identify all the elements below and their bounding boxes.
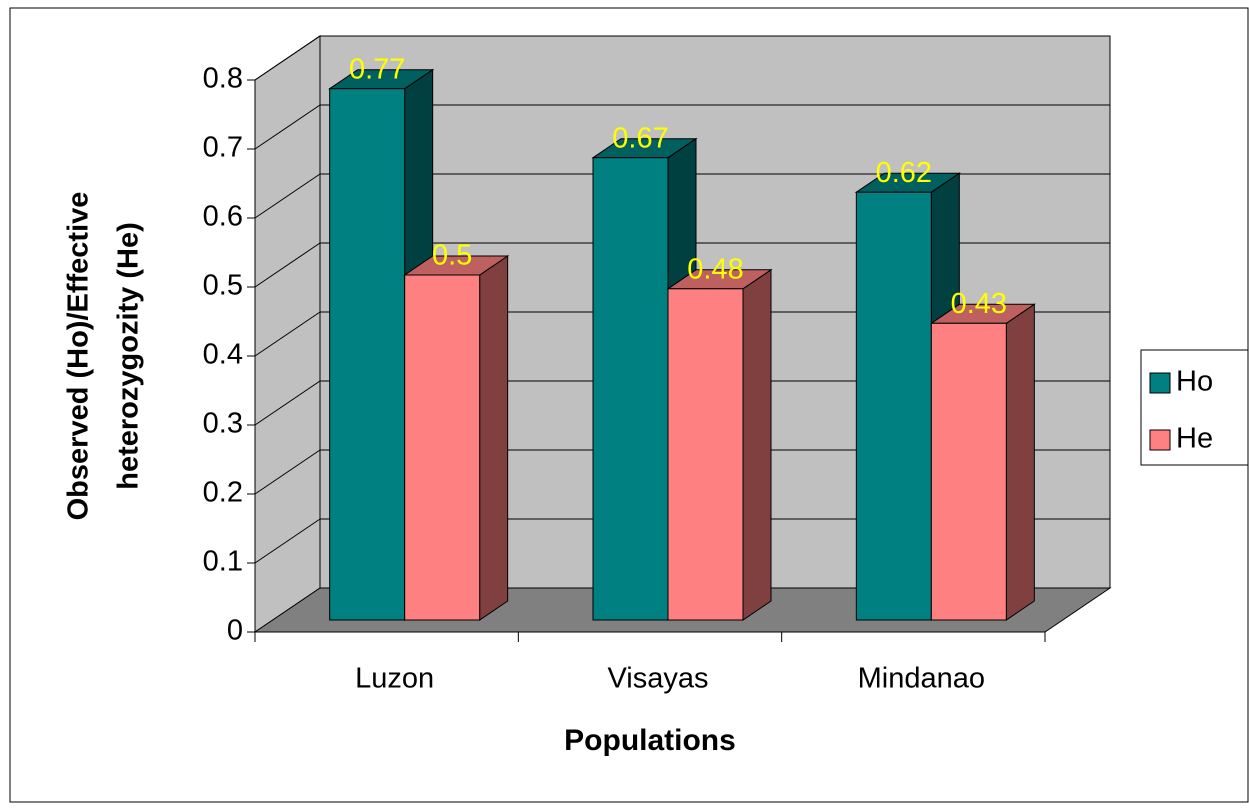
grid-line: [254, 518, 321, 564]
data-label: 0.5: [432, 240, 472, 272]
y-tick-label: 0.5: [203, 270, 243, 302]
legend-label: Ho: [1176, 366, 1213, 398]
grid-line: [254, 242, 321, 288]
bar: [404, 274, 481, 621]
grid-line: [254, 311, 321, 357]
y-tick-label: 0: [227, 615, 243, 647]
bar-side: [742, 268, 772, 621]
legend-label: He: [1176, 423, 1213, 455]
bar: [855, 191, 932, 621]
data-label: 0.77: [349, 53, 405, 85]
data-label: 0.48: [687, 253, 743, 285]
grid-line: [254, 104, 321, 150]
legend-swatch: [1149, 372, 1171, 394]
data-label: 0.43: [951, 288, 1007, 320]
bar: [667, 288, 744, 621]
grid-line: [254, 380, 321, 426]
x-tick-label: Visayas: [607, 663, 708, 695]
data-label: 0.62: [876, 157, 932, 189]
grid-line: [254, 35, 321, 81]
data-label: 0.67: [612, 122, 668, 154]
grid-line: [254, 173, 321, 219]
y-tick-label: 0.6: [203, 201, 243, 233]
y-tick-label: 0.7: [203, 132, 243, 164]
bar-side: [1005, 303, 1035, 621]
grid-line: [254, 449, 321, 495]
y-tick-label: 0.2: [203, 477, 243, 509]
bar-side: [479, 255, 509, 621]
x-tick-label: Mindanao: [858, 663, 985, 695]
y-tick-label: 0.8: [203, 63, 243, 95]
y-axis-title: Observed (Ho)/Effective: [63, 192, 95, 521]
bar: [592, 157, 669, 621]
bar: [930, 322, 1007, 621]
y-tick-label: 0.4: [203, 339, 243, 371]
y-tick-label: 0.1: [203, 546, 243, 578]
legend-swatch: [1149, 429, 1171, 451]
x-axis-title: Populations: [564, 724, 736, 757]
x-tick-label: Luzon: [355, 663, 434, 695]
y-axis-title: heterozygozity (He): [113, 222, 145, 489]
bar: [329, 88, 406, 621]
y-tick-label: 0.3: [203, 408, 243, 440]
